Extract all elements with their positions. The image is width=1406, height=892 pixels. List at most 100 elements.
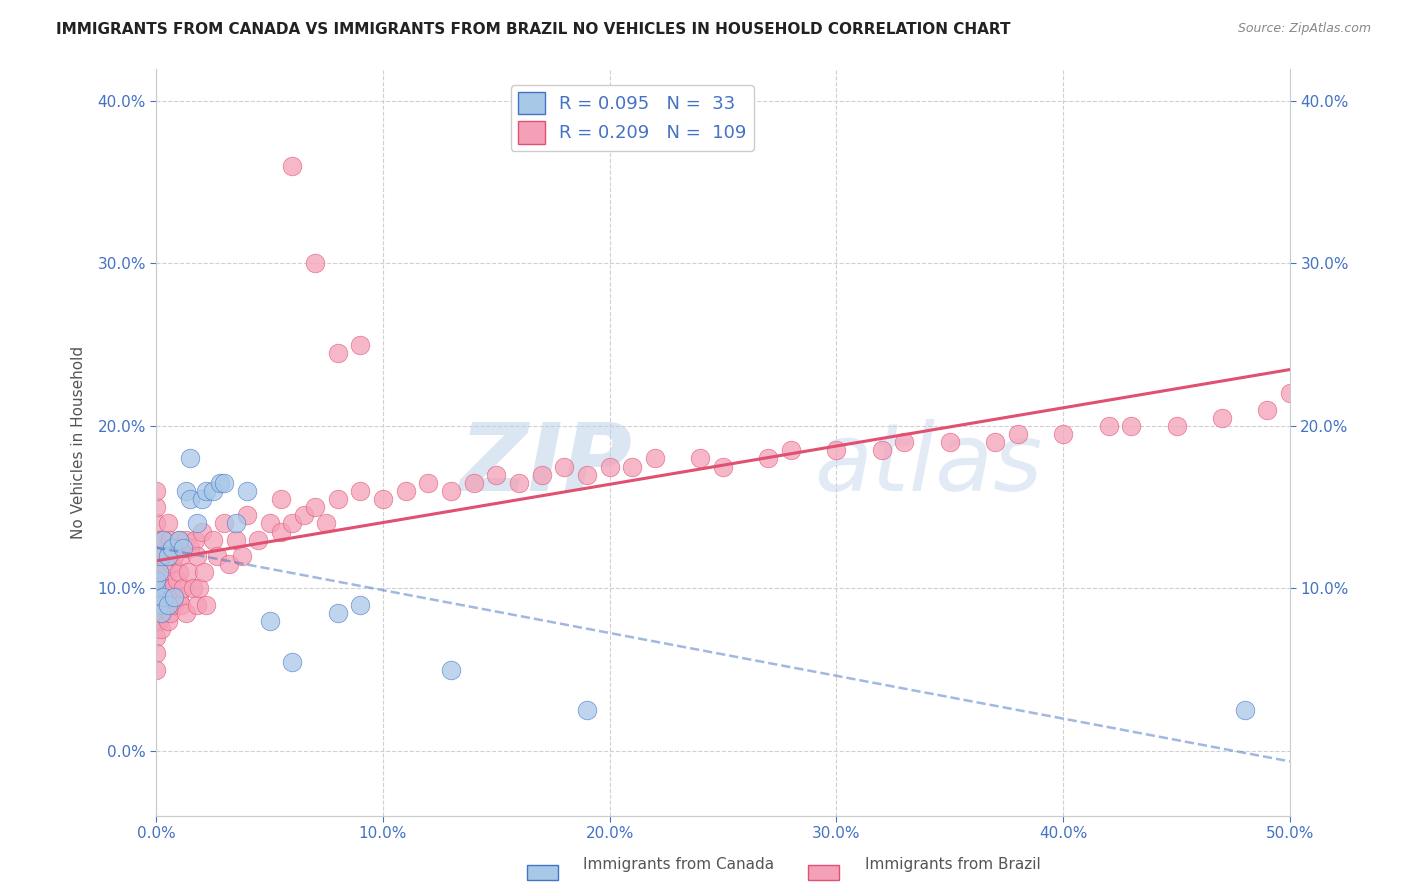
Text: Source: ZipAtlas.com: Source: ZipAtlas.com <box>1237 22 1371 36</box>
Point <box>148 614 170 628</box>
Point <box>179 492 201 507</box>
Text: IMMIGRANTS FROM CANADA VS IMMIGRANTS FROM BRAZIL NO VEHICLES IN HOUSEHOLD CORREL: IMMIGRANTS FROM CANADA VS IMMIGRANTS FRO… <box>56 22 1011 37</box>
Point <box>1211 410 1233 425</box>
Point <box>156 582 179 596</box>
Point <box>326 492 349 507</box>
Point <box>155 565 177 579</box>
Point <box>395 483 418 498</box>
Point <box>186 516 208 531</box>
Point <box>160 541 183 555</box>
Point <box>644 451 666 466</box>
Point <box>689 451 711 466</box>
Point <box>152 590 174 604</box>
Text: Immigrants from Brazil: Immigrants from Brazil <box>865 857 1040 872</box>
Point <box>148 565 170 579</box>
Point <box>152 582 174 596</box>
Point <box>371 492 394 507</box>
Point <box>149 549 172 563</box>
Point <box>148 598 170 612</box>
Point <box>145 574 167 588</box>
Point <box>145 483 167 498</box>
Point <box>160 582 183 596</box>
Point <box>184 533 207 547</box>
Point <box>576 703 599 717</box>
Point <box>170 598 193 612</box>
Point <box>149 622 172 636</box>
Point <box>599 459 621 474</box>
Point <box>530 467 553 482</box>
Point <box>281 655 304 669</box>
Point <box>181 582 204 596</box>
Point <box>195 483 218 498</box>
Point <box>214 475 236 490</box>
Point <box>145 500 167 515</box>
Point <box>156 598 179 612</box>
Point <box>163 590 186 604</box>
Point <box>160 557 183 571</box>
Point <box>170 549 193 563</box>
Point <box>172 541 194 555</box>
Point <box>172 582 194 596</box>
Point <box>174 606 197 620</box>
Point <box>163 549 186 563</box>
Point <box>145 647 167 661</box>
Point <box>780 443 803 458</box>
Text: ZIP: ZIP <box>460 418 633 510</box>
Point <box>207 549 229 563</box>
Point <box>984 435 1007 450</box>
Point <box>231 549 253 563</box>
Point <box>179 451 201 466</box>
Point <box>149 606 172 620</box>
Point <box>152 533 174 547</box>
Point <box>201 483 224 498</box>
Point <box>201 533 224 547</box>
Legend: R = 0.095   N =  33, R = 0.209   N =  109: R = 0.095 N = 33, R = 0.209 N = 109 <box>510 85 754 151</box>
Point <box>463 475 485 490</box>
Point <box>281 516 304 531</box>
Point <box>304 256 326 270</box>
Point <box>145 590 167 604</box>
Point <box>247 533 270 547</box>
Point <box>145 549 167 563</box>
Point <box>1256 402 1278 417</box>
Point <box>939 435 962 450</box>
Point <box>156 549 179 563</box>
Point <box>440 663 463 677</box>
Point <box>148 598 170 612</box>
Point <box>145 630 167 644</box>
Point <box>326 346 349 360</box>
Point <box>174 533 197 547</box>
Point <box>349 483 371 498</box>
Point <box>485 467 508 482</box>
Point <box>148 549 170 563</box>
Point <box>292 508 315 523</box>
Point <box>621 459 644 474</box>
Point <box>156 516 179 531</box>
Point <box>159 533 181 547</box>
Point <box>208 475 231 490</box>
Point <box>1278 386 1301 401</box>
Text: Immigrants from Canada: Immigrants from Canada <box>583 857 775 872</box>
Point <box>179 541 201 555</box>
Point <box>145 533 167 547</box>
Point <box>159 606 181 620</box>
Point <box>440 483 463 498</box>
Point <box>825 443 848 458</box>
Point <box>145 598 167 612</box>
Point <box>236 483 259 498</box>
Point <box>145 614 167 628</box>
Point <box>418 475 440 490</box>
Point <box>1052 427 1074 442</box>
Point <box>1121 419 1143 434</box>
Point <box>145 614 167 628</box>
Point <box>156 598 179 612</box>
Text: atlas: atlas <box>814 419 1042 510</box>
Point <box>156 549 179 563</box>
Point <box>152 606 174 620</box>
Point <box>893 435 915 450</box>
Point <box>576 467 599 482</box>
Point <box>236 508 259 523</box>
Point <box>152 533 174 547</box>
Point <box>156 614 179 628</box>
Point <box>149 598 172 612</box>
